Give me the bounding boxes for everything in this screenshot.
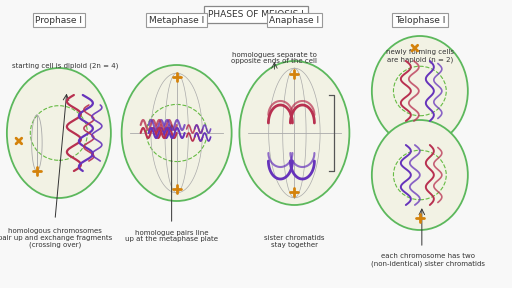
Ellipse shape (122, 65, 231, 201)
Text: each chromosome has two
(non-identical) sister chromatids: each chromosome has two (non-identical) … (371, 253, 485, 267)
Text: homologous chromosomes
pair up and exchange fragments
(crossing over): homologous chromosomes pair up and excha… (0, 228, 112, 248)
Ellipse shape (372, 120, 468, 230)
Text: PHASES OF MEIOSIS I: PHASES OF MEIOSIS I (208, 10, 304, 19)
Text: sister chromatids
stay together: sister chromatids stay together (264, 236, 325, 249)
Text: Telophase I: Telophase I (395, 16, 445, 25)
Text: Metaphase I: Metaphase I (149, 16, 204, 25)
Text: homologues separate to
opposite ends of the cell: homologues separate to opposite ends of … (231, 52, 317, 65)
Ellipse shape (240, 61, 349, 205)
Text: Prophase I: Prophase I (35, 16, 82, 25)
Text: homologue pairs line
up at the metaphase plate: homologue pairs line up at the metaphase… (125, 230, 218, 242)
Ellipse shape (7, 68, 111, 198)
Text: Anaphase I: Anaphase I (269, 16, 319, 25)
Text: starting cell is diploid (2n = 4): starting cell is diploid (2n = 4) (12, 63, 118, 69)
Text: newly forming cells
are haploid (n = 2): newly forming cells are haploid (n = 2) (386, 49, 454, 63)
Ellipse shape (372, 36, 468, 146)
